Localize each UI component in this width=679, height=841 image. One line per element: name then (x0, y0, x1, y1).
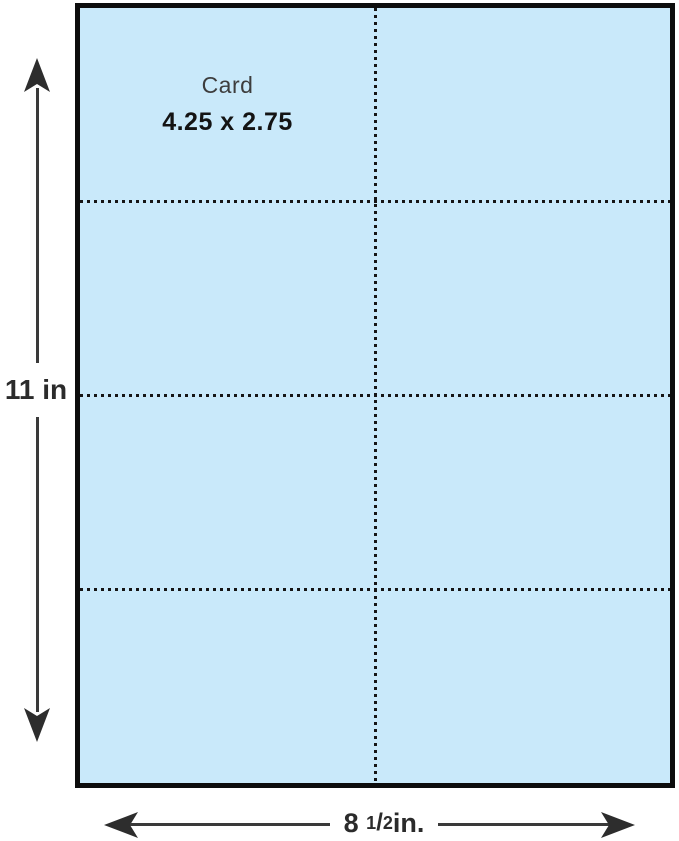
width-label: 8 1/2 in. (330, 801, 438, 841)
width-whole: 8 (343, 807, 359, 838)
height-label: 11 in (0, 368, 72, 412)
arrow-left-icon (104, 811, 140, 839)
width-arrow-line-left (130, 823, 332, 826)
card-label: Card (201, 72, 254, 99)
card-label-group: Card 4.25 x 2.75 (80, 8, 375, 202)
card-size-label: 4.25 x 2.75 (162, 108, 293, 137)
width-arrow-line-right (438, 823, 610, 826)
perforation-line-horizontal-1 (80, 200, 670, 204)
width-fraction-slash: / (376, 809, 383, 836)
width-unit: in. (392, 807, 425, 838)
perforation-line-horizontal-2 (80, 394, 670, 397)
height-arrow-line-bottom (36, 417, 39, 712)
perforation-line-horizontal-3 (80, 587, 670, 591)
arrow-up-icon (23, 58, 51, 94)
paper-sheet: Card 4.25 x 2.75 (75, 3, 675, 788)
height-arrow-line-top (36, 88, 39, 363)
arrow-right-icon (599, 811, 635, 839)
arrow-down-icon (23, 706, 51, 742)
